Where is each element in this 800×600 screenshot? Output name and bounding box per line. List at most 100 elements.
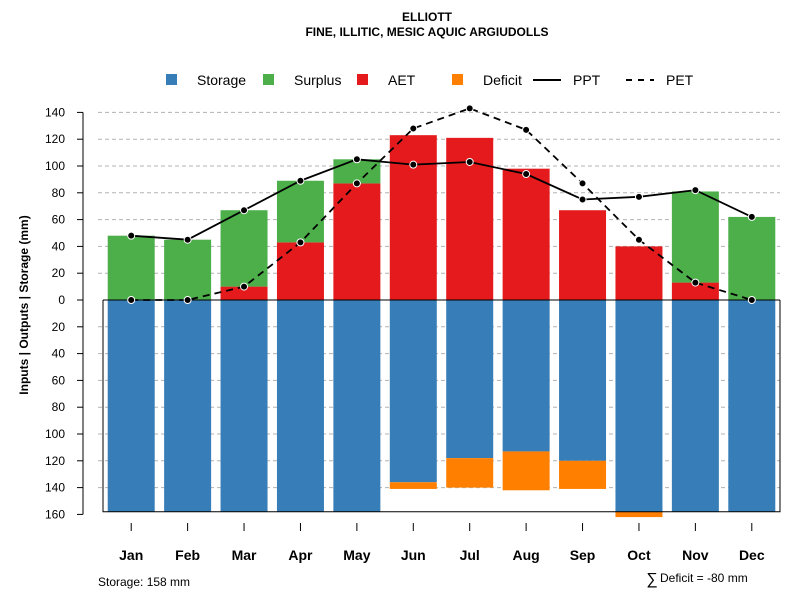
aet-bar [671,282,719,300]
legend-label: AET [388,72,416,88]
y-tick-label: 100 [45,427,65,441]
surplus-bar [107,235,155,300]
storage-bar [728,300,776,512]
pet-point [465,104,474,113]
bars-group [107,135,776,518]
lines-group [127,104,756,304]
surplus-bar [220,210,268,287]
deficit-bar [502,451,550,491]
surplus-bar [671,191,719,283]
ppt-line [131,158,753,241]
pet-point [691,278,700,287]
ppt-point [296,176,305,185]
storage-bar [220,300,268,512]
storage-bar [333,300,381,512]
x-tick-label: Jul [460,547,480,563]
y-axis: 160 140 120 100 80 60 40 20 0 20 40 60 80 100 120 140 [45,105,84,521]
legend: Storage Surplus AET Deficit PPT PET [166,72,694,88]
storage-frame [102,300,781,513]
aet-bar [615,246,663,300]
x-tick-label: May [343,547,370,563]
pet-point [634,235,643,244]
legend-swatch [357,74,368,85]
y-tick-label: 140 [45,481,65,495]
y-tick-label: 80 [52,186,66,200]
storage-bar [164,300,212,512]
chart-title: ELLIOTT [402,10,453,24]
y-tick-label: 0 [58,293,65,307]
ppt-point [409,160,418,169]
deficit-bar [446,458,494,488]
y-tick-label: 160 [45,507,65,521]
pet-point [240,282,249,291]
pet-point [127,296,136,304]
ppt-point [578,195,587,204]
ppt-point [465,157,474,166]
y-tick-label: 60 [52,373,66,387]
legend-label: Surplus [294,72,341,88]
pet-point [578,179,587,188]
y-tick-label: 20 [52,266,66,280]
pet-point [747,296,756,304]
y-tick-label: 120 [45,132,65,146]
y-tick-label: 40 [52,347,66,361]
storage-bar [389,300,437,483]
x-tick-label: Jun [401,547,426,563]
y-tick-label: 20 [52,320,66,334]
storage-footnote: Storage: 158 mm [98,575,190,589]
ppt-point [127,231,136,240]
storage-bar [107,300,155,512]
x-tick-label: Feb [175,547,200,563]
sigma-symbol: ∑ [646,571,657,588]
deficit-bar [615,511,663,518]
aet-bar [502,168,550,300]
plot-frame [102,299,781,513]
storage-bar [276,300,324,512]
aet-bar [333,183,381,300]
grid-lines [98,111,780,489]
surplus-bar [333,159,381,184]
x-axis: Jan Feb Mar Apr May Jun Jul Aug Sep Oct Nov Dec [119,523,765,563]
aet-bar [276,242,324,300]
x-tick-label: Sep [570,547,596,563]
surplus-bar [164,239,212,300]
ppt-point [747,212,756,221]
legend-label: PPT [573,72,601,88]
y-tick-label: 120 [45,454,65,468]
legend-label: Storage [197,72,246,88]
y-tick-label: 100 [45,159,65,173]
ppt-point [522,170,531,179]
pet-point [183,296,192,304]
legend-label: Deficit [483,72,522,88]
x-tick-label: Apr [288,547,313,563]
aet-bar [389,135,437,300]
ppt-point [634,192,643,201]
pet-point [409,124,418,133]
ppt-point [691,186,700,195]
x-tick-label: Jan [119,547,143,563]
x-tick-label: Oct [627,547,651,563]
legend-swatch [452,74,463,85]
pet-point [352,179,361,188]
storage-bar [559,300,607,461]
ppt-point [352,155,361,164]
pet-point [296,238,305,247]
y-tick-label: 60 [52,213,66,227]
storage-bar [615,300,663,512]
deficit-footnote: Deficit = -80 mm [660,571,748,585]
chart-subtitle: FINE, ILLITIC, MESIC AQUIC ARGIUDOLLS [305,25,548,39]
y-tick-label: 40 [52,239,66,253]
legend-label: PET [666,72,694,88]
y-tick-label: 80 [52,400,66,414]
deficit-bar [559,460,607,489]
surplus-bar [728,216,776,300]
legend-swatch [263,74,274,85]
storage-bar [502,300,550,452]
storage-bar [671,300,719,512]
x-tick-label: Dec [739,547,765,563]
deficit-bar [389,482,437,489]
x-tick-label: Mar [232,547,257,563]
ppt-point [240,206,249,215]
surplus-bar [276,180,324,243]
